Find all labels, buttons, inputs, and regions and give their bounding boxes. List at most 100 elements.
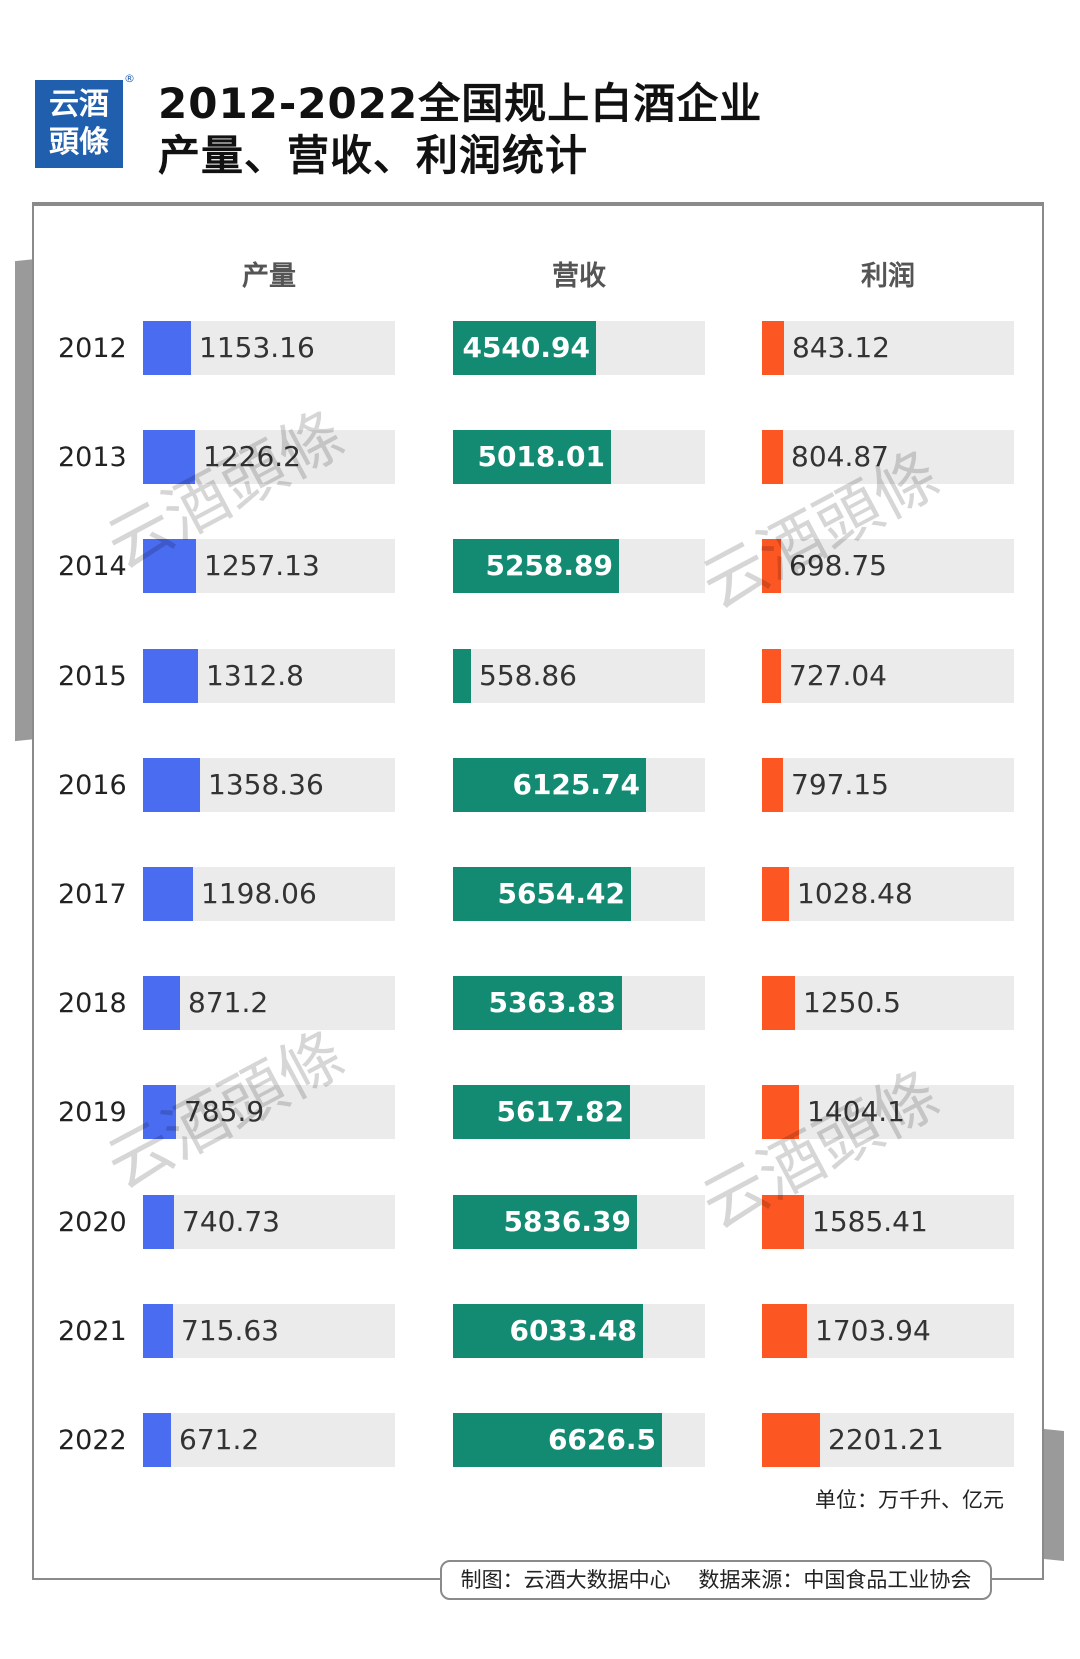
bar-track: 1257.13 bbox=[143, 539, 395, 593]
data-label: 1198.06 bbox=[201, 877, 317, 910]
bar-track: 558.86 bbox=[453, 649, 705, 703]
bar-track: 1250.5 bbox=[762, 976, 1014, 1030]
bar bbox=[453, 758, 646, 812]
bar bbox=[143, 649, 198, 703]
year-label: 2017 bbox=[58, 879, 127, 910]
bar-track: 1198.06 bbox=[143, 867, 395, 921]
data-label: 6033.48 bbox=[509, 1314, 637, 1347]
year-label: 2018 bbox=[58, 988, 127, 1019]
bar-track: 804.87 bbox=[762, 430, 1014, 484]
bar bbox=[762, 649, 781, 703]
bar-track: 5018.01 bbox=[453, 430, 705, 484]
bar-track: 1358.36 bbox=[143, 758, 395, 812]
year-label: 2016 bbox=[58, 770, 127, 801]
data-label: 1703.94 bbox=[815, 1314, 931, 1347]
bar-track: 1703.94 bbox=[762, 1304, 1014, 1358]
bar bbox=[143, 1195, 174, 1249]
bar bbox=[762, 867, 789, 921]
bar bbox=[762, 1085, 799, 1139]
data-label: 871.2 bbox=[188, 986, 269, 1019]
title-line1: 2012-2022全国规上白酒企业 bbox=[158, 79, 763, 128]
bar-track: 1404.1 bbox=[762, 1085, 1014, 1139]
bar bbox=[453, 539, 619, 593]
data-label: 1028.48 bbox=[797, 877, 913, 910]
bar-track: 1028.48 bbox=[762, 867, 1014, 921]
bar bbox=[143, 1304, 173, 1358]
title-line2: 产量、营收、利润统计 bbox=[158, 131, 589, 180]
bar bbox=[143, 539, 196, 593]
bar-track: 843.12 bbox=[762, 321, 1014, 375]
data-label: 6125.74 bbox=[512, 768, 640, 801]
brand-logo: 云酒 頭條 bbox=[35, 80, 123, 168]
bar bbox=[453, 976, 622, 1030]
bar-track: 740.73 bbox=[143, 1195, 395, 1249]
page-title: 2012-2022全国规上白酒企业 产量、营收、利润统计 bbox=[158, 78, 762, 182]
bar-track: 5836.39 bbox=[453, 1195, 705, 1249]
data-label: 1257.13 bbox=[204, 549, 320, 582]
year-label: 2014 bbox=[58, 551, 127, 582]
data-label: 843.12 bbox=[792, 331, 890, 364]
data-label: 5836.39 bbox=[503, 1205, 631, 1238]
bar-track: 2201.21 bbox=[762, 1413, 1014, 1467]
bar-track: 698.75 bbox=[762, 539, 1014, 593]
data-label: 785.9 bbox=[184, 1095, 265, 1128]
data-label: 1585.41 bbox=[812, 1205, 928, 1238]
bar-track: 797.15 bbox=[762, 758, 1014, 812]
bar-track: 1153.16 bbox=[143, 321, 395, 375]
bar-track: 715.63 bbox=[143, 1304, 395, 1358]
bar-track: 5654.42 bbox=[453, 867, 705, 921]
column-header-1: 产量 bbox=[242, 261, 296, 292]
bar bbox=[143, 430, 195, 484]
year-label: 2015 bbox=[58, 661, 127, 692]
bar-track: 871.2 bbox=[143, 976, 395, 1030]
bar bbox=[143, 1085, 176, 1139]
bar bbox=[453, 1304, 643, 1358]
bar-track: 6626.5 bbox=[453, 1413, 705, 1467]
data-label: 715.63 bbox=[181, 1314, 279, 1347]
year-label: 2013 bbox=[58, 442, 127, 473]
bar bbox=[762, 539, 781, 593]
bar bbox=[762, 1304, 807, 1358]
data-label: 4540.94 bbox=[462, 331, 590, 364]
data-label: 2201.21 bbox=[828, 1423, 944, 1456]
year-label: 2022 bbox=[58, 1425, 127, 1456]
data-label: 5654.42 bbox=[497, 877, 625, 910]
bar-track: 727.04 bbox=[762, 649, 1014, 703]
data-label: 1153.16 bbox=[199, 331, 315, 364]
bar bbox=[762, 758, 783, 812]
bar bbox=[143, 321, 191, 375]
bar-track: 6033.48 bbox=[453, 1304, 705, 1358]
data-label: 5363.83 bbox=[488, 986, 616, 1019]
bar bbox=[453, 1085, 630, 1139]
data-label: 558.86 bbox=[479, 659, 577, 692]
bar bbox=[453, 321, 596, 375]
data-label: 797.15 bbox=[791, 768, 889, 801]
logo-line2: 頭條 bbox=[49, 125, 109, 160]
year-label: 2021 bbox=[58, 1316, 127, 1347]
bar bbox=[762, 976, 795, 1030]
bar-track: 5258.89 bbox=[453, 539, 705, 593]
data-label: 1312.8 bbox=[206, 659, 304, 692]
bar-track: 6125.74 bbox=[453, 758, 705, 812]
data-label: 671.2 bbox=[179, 1423, 260, 1456]
bar bbox=[453, 867, 631, 921]
bar bbox=[453, 1413, 662, 1467]
bar bbox=[453, 430, 611, 484]
column-header-3: 利润 bbox=[861, 261, 915, 292]
bar-track: 1312.8 bbox=[143, 649, 395, 703]
data-label: 1250.5 bbox=[803, 986, 901, 1019]
logo-line1: 云酒 bbox=[49, 87, 109, 122]
panel-shadow-right bbox=[1044, 1428, 1064, 1562]
bar-track: 1226.2 bbox=[143, 430, 395, 484]
bar-track: 5617.82 bbox=[453, 1085, 705, 1139]
bar bbox=[143, 1413, 171, 1467]
data-label: 5258.89 bbox=[485, 549, 613, 582]
column-header-2: 营收 bbox=[552, 261, 606, 292]
data-label: 1404.1 bbox=[807, 1095, 905, 1128]
bar bbox=[762, 321, 784, 375]
data-label: 698.75 bbox=[789, 549, 887, 582]
bar bbox=[143, 867, 193, 921]
unit-label: 单位：万千升、亿元 bbox=[815, 1488, 1004, 1512]
bar bbox=[762, 1195, 804, 1249]
data-label: 740.73 bbox=[182, 1205, 280, 1238]
